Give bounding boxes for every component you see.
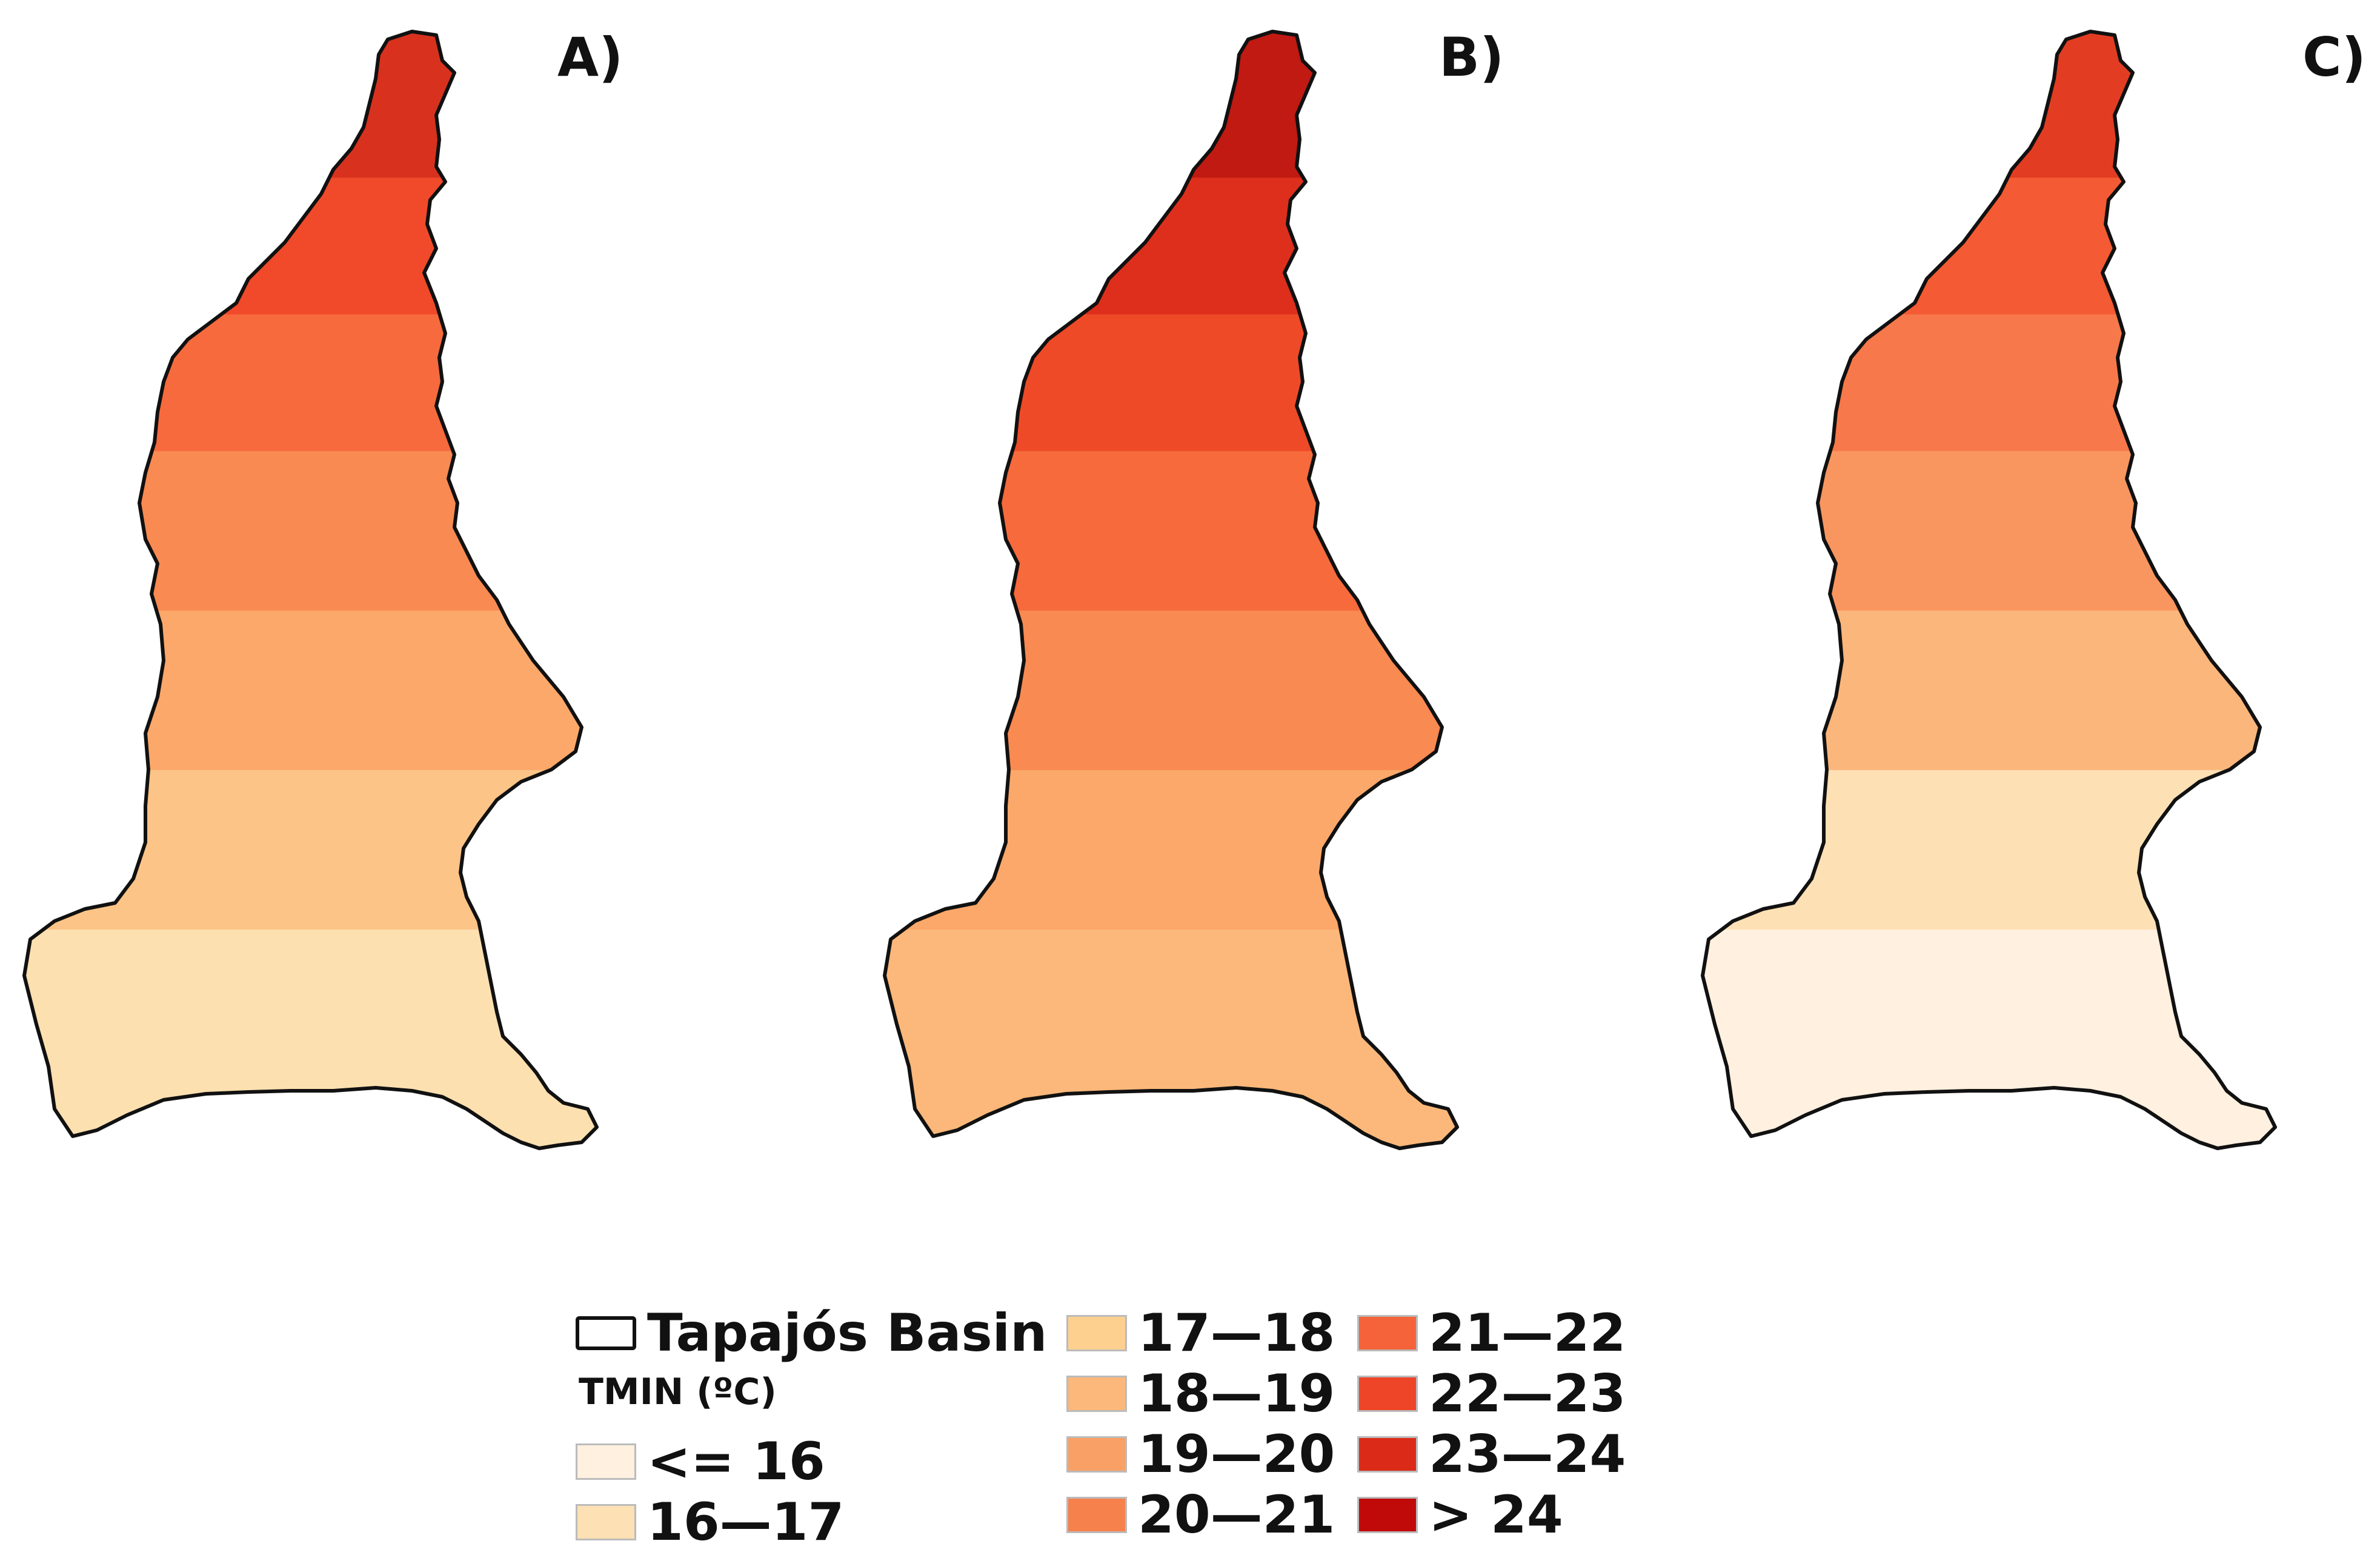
temperature-band [885, 770, 1457, 931]
temperature-band [885, 610, 1457, 771]
temperature-band [1703, 451, 2275, 612]
temperature-band [1703, 32, 2275, 179]
temperature-band [24, 178, 597, 316]
temperature-band [24, 314, 597, 453]
temperature-band [24, 451, 597, 612]
temperature-band [24, 770, 597, 931]
temperature-bands [24, 32, 597, 1148]
temperature-band [885, 314, 1457, 453]
basin-outline [1701, 30, 2277, 1150]
temperature-band [24, 610, 597, 771]
temperature-band [24, 32, 597, 179]
panel-c-map [1701, 30, 2277, 1150]
temperature-band [1703, 178, 2275, 316]
panel-b-label: B) [1439, 26, 1504, 88]
temperature-band [885, 178, 1457, 316]
temperature-band [885, 32, 1457, 179]
panel-c-label: C) [2302, 26, 2366, 88]
temperature-band [885, 451, 1457, 612]
basin-outline [22, 30, 599, 1150]
panel-a-label: A) [557, 26, 623, 88]
temperature-bands [1703, 32, 2275, 1148]
temperature-band [1703, 610, 2275, 771]
basin-outline [883, 30, 1459, 1150]
temperature-bands [885, 32, 1457, 1148]
temperature-band [1703, 770, 2275, 931]
panel-a-map [22, 30, 599, 1150]
panel-b-map [883, 30, 1459, 1150]
temperature-band [1703, 314, 2275, 453]
